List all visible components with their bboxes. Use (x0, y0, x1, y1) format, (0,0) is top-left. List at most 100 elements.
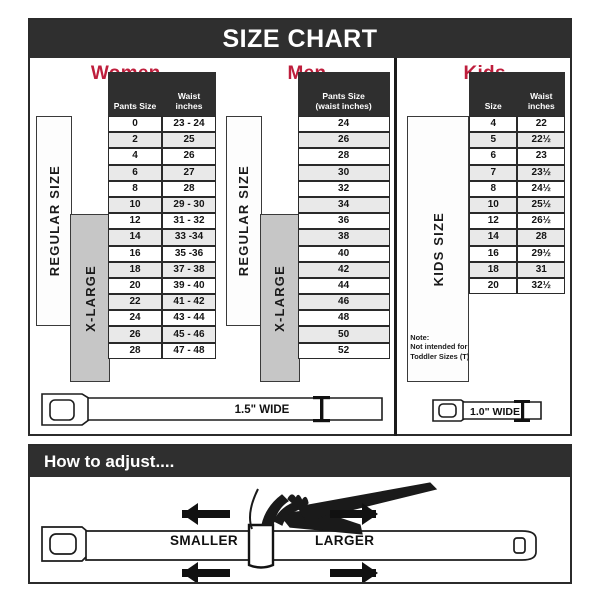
table-cell: 10 (469, 196, 518, 214)
table-row: 26 45 - 46 (108, 326, 216, 343)
women-table-body: 0 23 - 24 2 25 4 26 6 27 8 28 10 29 - 30 12 31 - 32 14… (108, 116, 216, 359)
table-cell: 40 (297, 245, 390, 262)
table-row: 4 22 (469, 116, 566, 133)
belt-illustration-wide: 1.5" WIDE (41, 393, 383, 426)
table-cell: 20 (108, 277, 162, 295)
belt-slider (247, 523, 275, 569)
table-cell: 24 (297, 116, 390, 133)
table-cell: 35 -36 (162, 245, 216, 262)
table-row: 6 27 (108, 164, 216, 181)
how-to-adjust-bar: How to adjust.... (30, 446, 570, 477)
men-group-xlarge: X-LARGE (259, 214, 300, 382)
men-size-table: Pants Size (waist inches) 24 26 28 30 32 34 36… (297, 72, 390, 359)
table-row: 5 22½ (469, 132, 566, 149)
women-col-waist: Waist inches (162, 72, 216, 116)
label-larger: LARGER (315, 533, 375, 548)
table-row: 2 25 (108, 132, 216, 149)
table-row: 20 39 - 40 (108, 277, 216, 295)
table-cell: 23 (517, 148, 566, 165)
table-cell: 16 (469, 245, 518, 262)
women-group-xlarge: X-LARGE (70, 214, 110, 382)
table-cell: 22 (517, 116, 566, 133)
table-cell: 28 (108, 342, 162, 359)
table-row: 42 (297, 261, 390, 278)
table-cell: 32½ (517, 277, 566, 295)
table-row: 14 33 -34 (108, 229, 216, 246)
arrow-right-bottom (330, 562, 378, 584)
table-cell: 37 - 38 (162, 261, 216, 278)
hand-icon (249, 482, 438, 535)
table-row: 7 23½ (469, 164, 566, 181)
men-table-header-row: Pants Size (waist inches) (297, 72, 390, 116)
table-cell: 4 (108, 148, 162, 165)
table-cell: 25½ (517, 196, 566, 214)
table-cell: 25 (162, 132, 216, 149)
width-caliper-icon (514, 400, 531, 422)
kids-belt-width-row: 1.0" WIDE (399, 386, 570, 436)
table-row: 16 35 -36 (108, 245, 216, 262)
table-cell: 29½ (517, 245, 566, 262)
table-cell: 26 (297, 132, 390, 149)
how-to-adjust-card: How to adjust.... (28, 444, 572, 584)
table-cell: 44 (297, 277, 390, 295)
table-cell: 12 (108, 213, 162, 230)
table-cell: 26 (108, 326, 162, 343)
table-row: 18 31 (469, 261, 566, 278)
table-row: 44 (297, 277, 390, 295)
kids-column: Kids KIDS SIZE Note: Not intended for To… (399, 58, 570, 436)
belt-adjust-illustration (41, 482, 537, 584)
table-cell: 0 (108, 116, 162, 133)
table-row: 6 23 (469, 148, 566, 165)
table-row: 0 23 - 24 (108, 116, 216, 133)
women-group-regular: REGULAR SIZE (36, 116, 72, 326)
table-row: 10 29 - 30 (108, 196, 216, 214)
table-row: 40 (297, 245, 390, 262)
table-row: 24 (297, 116, 390, 133)
table-row: 4 26 (108, 148, 216, 165)
table-cell: 7 (469, 164, 518, 181)
table-cell: 23½ (517, 164, 566, 181)
kids-table-header-row: Size Waist inches (469, 72, 566, 116)
table-row: 8 24½ (469, 180, 566, 197)
table-row: 16 29½ (469, 245, 566, 262)
men-group-regular: REGULAR SIZE (225, 116, 262, 326)
table-cell: 48 (297, 310, 390, 327)
table-cell: 4 (469, 116, 518, 133)
table-cell: 52 (297, 342, 390, 359)
table-cell: 28 (297, 148, 390, 165)
section-divider (394, 58, 398, 436)
table-row: 32 (297, 180, 390, 197)
table-cell: 27 (162, 164, 216, 181)
kids-toddler-note: Note: Not intended for Toddler Sizes (T) (410, 333, 470, 361)
how-to-adjust-body: SMALLER LARGER (30, 477, 570, 584)
table-cell: 26½ (517, 213, 566, 230)
table-row: 10 25½ (469, 196, 566, 214)
buckle-inner (49, 533, 77, 555)
table-row: 22 41 - 42 (108, 294, 216, 311)
width-caliper-icon (313, 396, 330, 423)
belt-illustration-narrow: 1.0" WIDE (432, 399, 543, 422)
table-cell: 24 (108, 310, 162, 327)
men-table-body: 24 26 28 30 32 34 36 38 40 42 44 46 48 50 52 (297, 116, 390, 359)
how-to-adjust-title: How to adjust.... (44, 451, 175, 471)
table-row: 30 (297, 164, 390, 181)
table-row: 26 (297, 132, 390, 149)
kids-col-waist: Waist inches (517, 72, 566, 116)
table-cell: 18 (469, 261, 518, 278)
women-belt-width-row: 1.5" WIDE (30, 386, 383, 436)
kids-belt-width-label: 1.0" WIDE (470, 406, 520, 418)
women-col-pants: Pants Size (108, 72, 162, 116)
label-smaller: SMALLER (170, 533, 239, 548)
table-cell: 22 (108, 294, 162, 311)
arrow-right-top (330, 503, 378, 525)
table-cell: 12 (469, 213, 518, 230)
belt-tip-hole (513, 537, 526, 554)
table-cell: 10 (108, 196, 162, 214)
table-row: 24 43 - 44 (108, 310, 216, 327)
table-cell: 41 - 42 (162, 294, 216, 311)
kids-col-size: Size (469, 72, 518, 116)
women-table-header-row: Pants Size Waist inches (108, 72, 216, 116)
table-row: 50 (297, 326, 390, 343)
table-cell: 2 (108, 132, 162, 149)
table-cell: 5 (469, 132, 518, 149)
